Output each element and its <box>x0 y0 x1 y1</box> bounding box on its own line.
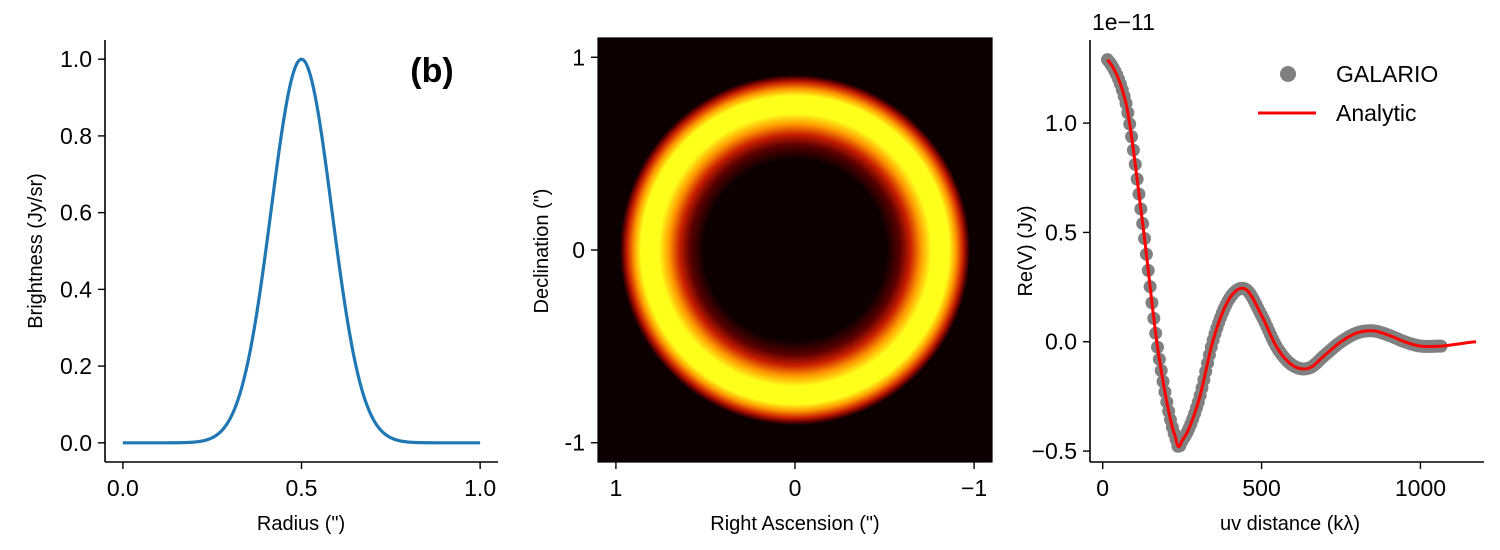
left-x-tick-label: 0.5 <box>286 475 318 501</box>
middle-y-tick-label: -1 <box>565 430 585 456</box>
left-y-tick-label: 0.2 <box>60 353 92 379</box>
right-x-tick-label: 0 <box>1096 475 1109 501</box>
left-y-tick-label: 1.0 <box>60 46 92 72</box>
right-x-tick-label: 1000 <box>1395 475 1446 501</box>
middle-x-axis-label: Right Ascension (") <box>710 513 879 535</box>
legend: GALARIO Analytic <box>1258 61 1438 126</box>
panel-tag: (b) <box>410 52 453 90</box>
brightness-profile-panel: 0.0 0.5 1.0 0.0 0.2 0.4 0.6 0.8 1.0 (b) Radius (… <box>25 40 498 535</box>
left-y-tick-label: 0.8 <box>60 123 92 149</box>
y-offset-label: 1e−11 <box>1092 9 1155 35</box>
profile-marks <box>122 57 481 445</box>
left-y-tick-label: 0.4 <box>60 276 92 302</box>
right-y-tick-label: 0.5 <box>1045 219 1077 245</box>
left-x-tick-label: 0.0 <box>107 475 139 501</box>
middle-y-axis-label: Declination (") <box>531 189 553 314</box>
left-x-tick-label: 1.0 <box>464 475 496 501</box>
left-ticks: 0.0 0.5 1.0 0.0 0.2 0.4 0.6 0.8 1.0 <box>60 46 496 501</box>
right-y-axis-label: Re(V) (Jy) <box>1015 205 1037 296</box>
left-y-tick-label: 0.6 <box>60 200 92 226</box>
right-x-axis-label: uv distance (kλ) <box>1220 513 1360 535</box>
analytic-line <box>1106 58 1477 449</box>
middle-y-tick-label: 1 <box>572 44 585 70</box>
visibility-marks <box>1100 53 1477 453</box>
legend-marker-galario <box>1280 66 1296 82</box>
right-x-tick-label: 500 <box>1242 475 1280 501</box>
legend-label-analytic: Analytic <box>1336 100 1417 126</box>
brightness-profile-line <box>122 57 481 445</box>
middle-y-tick-label: 0 <box>572 237 585 263</box>
legend-label-galario: GALARIO <box>1336 61 1438 87</box>
right-y-tick-label: 0.0 <box>1045 329 1077 355</box>
ring-image <box>598 38 992 462</box>
sky-image-panel: 1 0 −1 1 0 -1 Right Ascension (") Declination… <box>531 37 993 535</box>
visibility-panel: 0 500 1000 −0.5 0.0 0.5 1.0 1e−11 uv distance … <box>1015 9 1484 535</box>
middle-ticks: 1 0 −1 1 0 -1 <box>565 44 988 501</box>
right-y-tick-label: −0.5 <box>1032 438 1077 464</box>
left-y-axis-label: Brightness (Jy/sr) <box>25 173 47 329</box>
middle-x-tick-label: 1 <box>610 475 623 501</box>
right-ticks: 0 500 1000 −0.5 0.0 0.5 1.0 <box>1032 110 1446 501</box>
middle-x-tick-label: 0 <box>789 475 802 501</box>
middle-x-tick-label: −1 <box>961 475 987 501</box>
right-y-tick-label: 1.0 <box>1045 110 1077 136</box>
left-x-axis-label: Radius (") <box>257 513 345 535</box>
left-y-tick-label: 0.0 <box>60 430 92 456</box>
